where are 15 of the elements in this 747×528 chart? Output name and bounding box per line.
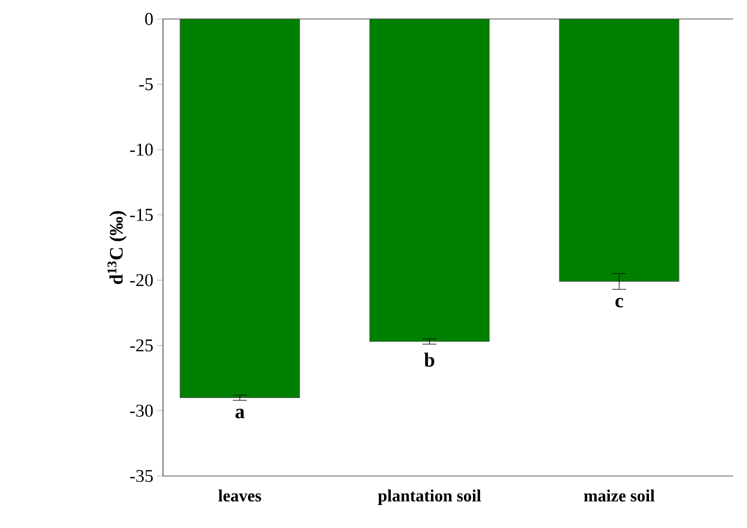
annotation: c (615, 298, 624, 308)
y-tick-label: -30 (130, 404, 153, 417)
annotation: a (235, 408, 245, 418)
x-tick-label: leaves (218, 490, 262, 502)
x-tick-label: plantation soil (378, 490, 481, 505)
x-tick-label: maize soil (584, 490, 655, 502)
y-tick-label: -5 (139, 78, 153, 90)
y-tick-label: -20 (130, 274, 153, 286)
y-axis-title: d$^{13}$C (‰) (107, 211, 127, 284)
y-tick-label: 0 (145, 12, 153, 26)
y-tick-label: -35 (130, 470, 153, 482)
annotation: b (424, 352, 434, 367)
y-tick-label: -15 (130, 208, 153, 221)
y-tick-label: -25 (130, 339, 153, 352)
y-tick-label: -10 (130, 144, 153, 156)
